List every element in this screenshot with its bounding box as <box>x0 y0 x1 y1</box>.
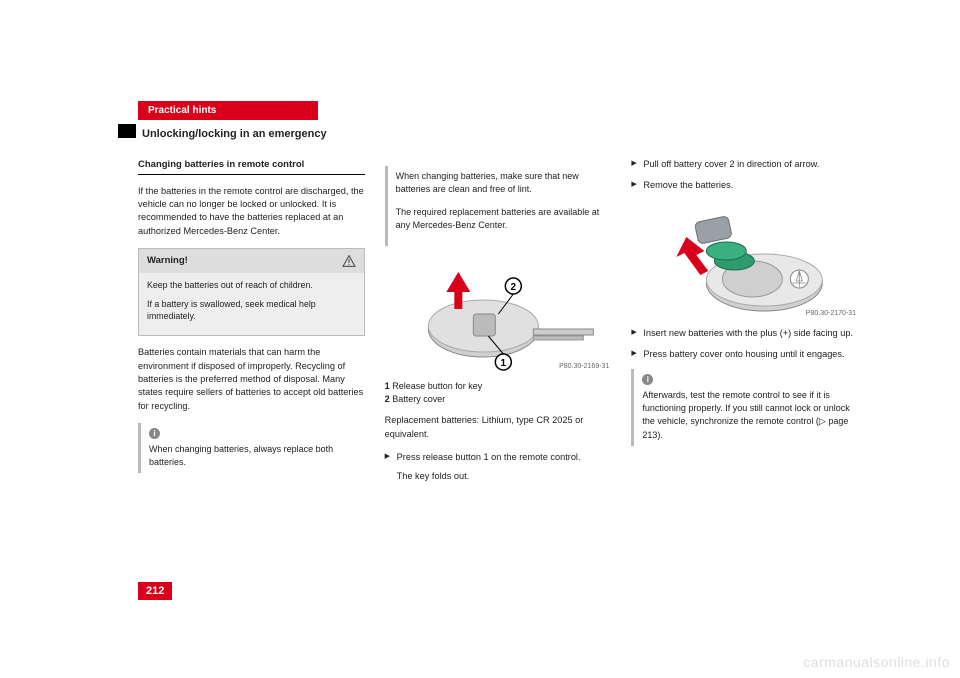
intro-text: If the batteries in the remote control a… <box>138 185 365 238</box>
info-box-1: i When changing batteries, always replac… <box>138 423 365 473</box>
info-box-2: When changing batteries, make sure that … <box>385 166 612 246</box>
manual-page: Practical hints Unlocking/locking in an … <box>138 100 858 492</box>
section-heading: Changing batteries in remote control <box>138 158 365 175</box>
info-text-2b: The required replacement batteries are a… <box>396 206 612 232</box>
step-1-text: Press release button 1 on the remote con… <box>397 452 581 462</box>
watermark: carmanualsonline.info <box>803 654 950 670</box>
warning-icon <box>342 255 356 267</box>
info-box-3: i Afterwards, test the remote control to… <box>631 369 858 445</box>
step-1-sub: The key folds out. <box>397 470 612 483</box>
step-insert-batteries: Insert new batteries with the plus (+) s… <box>631 327 858 340</box>
legend-2: Battery cover <box>392 394 445 404</box>
step-remove-batteries: Remove the batteries. <box>631 179 858 192</box>
warning-header: Warning! <box>139 249 364 273</box>
step-press-cover: Press battery cover onto housing until i… <box>631 348 858 361</box>
info-icon: i <box>642 374 653 385</box>
svg-text:1: 1 <box>500 358 506 369</box>
step-pull-cover: Pull off battery cover 2 in direction of… <box>631 158 858 171</box>
info-text-1: When changing batteries, always replace … <box>149 443 365 469</box>
svg-text:2: 2 <box>510 282 516 293</box>
figure-2-code: P80.30-2170-31 <box>806 309 856 319</box>
warning-line-2: If a battery is swallowed, seek medical … <box>147 298 356 324</box>
figure-1: 1 2 P80.30-2169-31 <box>385 254 612 374</box>
key-battery-illustration <box>631 201 858 321</box>
replacement-text: Replacement batteries: Lithium, type CR … <box>385 414 612 441</box>
step-4-text: Insert new batteries with the plus (+) s… <box>643 328 853 338</box>
warning-title: Warning! <box>147 254 188 268</box>
step-press-release: Press release button 1 on the remote con… <box>385 451 612 484</box>
key-release-illustration: 1 2 <box>385 254 612 374</box>
figure-2: P80.30-2170-31 <box>631 201 858 321</box>
info-text-2a: When changing batteries, make sure that … <box>396 170 612 196</box>
chapter-tab: Practical hints <box>138 101 318 120</box>
info-text-3: Afterwards, test the remote control to s… <box>642 389 858 441</box>
column-2: When changing batteries, make sure that … <box>385 158 612 492</box>
step-2-text: Pull off battery cover 2 in direction of… <box>643 159 819 169</box>
info-icon: i <box>149 428 160 439</box>
warning-box: Warning! Keep the batteries out of reach… <box>138 248 365 336</box>
figure-1-legend: 1 Release button for key 2 Battery cover <box>385 380 612 406</box>
step-3-text: Remove the batteries. <box>643 180 733 190</box>
column-1: Changing batteries in remote control If … <box>138 158 365 492</box>
warning-body: Keep the batteries out of reach of child… <box>139 273 364 335</box>
environment-text: Batteries contain materials that can har… <box>138 346 365 413</box>
step-5-text: Press battery cover onto housing until i… <box>643 349 844 359</box>
column-3: Pull off battery cover 2 in direction of… <box>631 158 858 492</box>
warning-line-1: Keep the batteries out of reach of child… <box>147 279 356 292</box>
content-columns: Changing batteries in remote control If … <box>138 158 858 492</box>
page-number: 212 <box>138 582 172 600</box>
header-marker <box>118 124 136 138</box>
legend-1: Release button for key <box>392 381 482 391</box>
figure-1-code: P80.30-2169-31 <box>559 362 609 372</box>
page-title: Unlocking/locking in an emergency <box>138 128 858 140</box>
